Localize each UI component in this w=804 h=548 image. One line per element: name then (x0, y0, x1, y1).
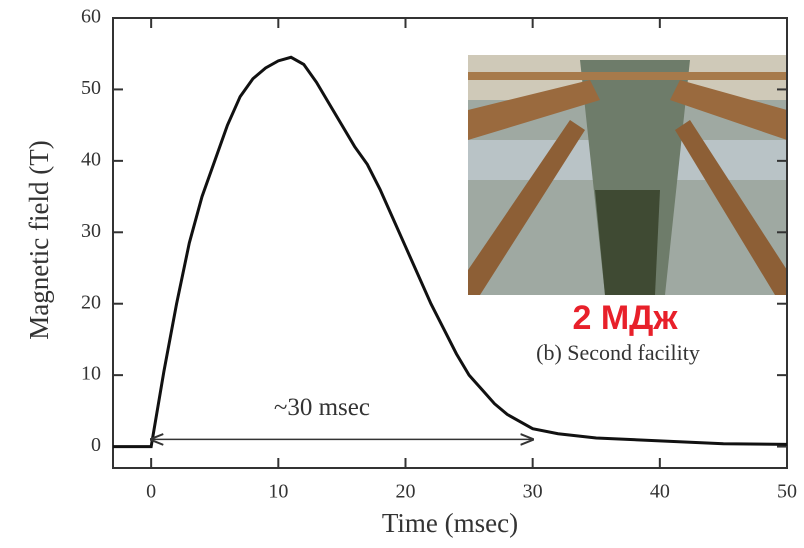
x-axis-label: Time (msec) (382, 508, 518, 538)
y-tick-label: 60 (81, 6, 101, 28)
y-tick-label: 10 (81, 363, 101, 385)
y-tick-label: 20 (81, 291, 101, 313)
x-tick-label: 30 (523, 481, 543, 503)
inset-caption: (b) Second facility (536, 340, 700, 365)
x-tick-label: 40 (650, 481, 670, 503)
energy-label: 2 МДж (572, 299, 678, 337)
data-line (113, 55, 788, 449)
y-tick-label: 40 (81, 148, 101, 170)
y-tick-label: 50 (81, 77, 101, 99)
y-axis-label: Magnetic field (T) (24, 140, 54, 339)
y-tick-label: 30 (81, 220, 101, 242)
x-tick-label: 20 (395, 481, 415, 503)
y-tick-label: 0 (91, 434, 101, 456)
inset-photo (468, 55, 787, 295)
x-tick-label: 10 (268, 481, 288, 503)
x-tick-label: 50 (777, 481, 797, 503)
plot-frame (112, 17, 788, 469)
x-tick-label: 0 (146, 481, 156, 503)
annotation-text: ~30 msec (274, 394, 370, 421)
